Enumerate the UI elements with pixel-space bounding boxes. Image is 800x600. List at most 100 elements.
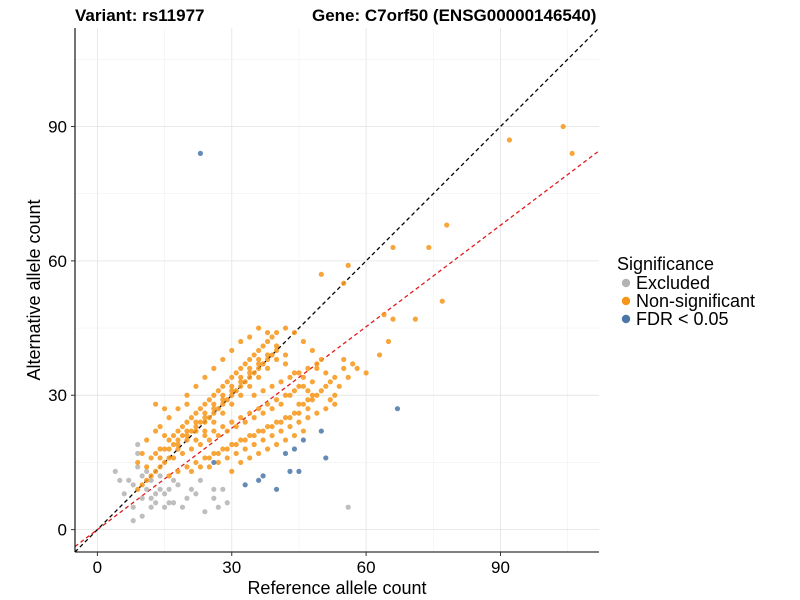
excluded-point <box>130 504 136 510</box>
fdr-0-05-point <box>296 468 302 474</box>
non-significant-point <box>282 361 289 367</box>
plot-panel <box>75 28 599 552</box>
non-significant-point <box>305 388 311 394</box>
legend-label-non-significant: Non-significant <box>636 291 755 311</box>
non-significant-point <box>282 392 289 398</box>
non-significant-point <box>256 325 262 331</box>
non-significant-point <box>229 388 235 394</box>
non-significant-point <box>251 432 257 439</box>
non-significant-point <box>296 419 302 425</box>
non-significant-point <box>247 356 253 363</box>
non-significant-point <box>139 450 145 457</box>
x-tick-label: 90 <box>491 558 510 577</box>
fdr-0-05-point <box>323 455 329 461</box>
non-significant-point <box>188 468 195 474</box>
non-significant-point <box>273 397 280 403</box>
non-significant-point <box>256 406 262 412</box>
non-significant-point <box>135 486 141 492</box>
non-significant-point <box>385 338 392 345</box>
fdr-0-05-point <box>273 486 280 492</box>
non-significant-point <box>148 473 154 479</box>
non-significant-point <box>175 406 181 412</box>
non-significant-point <box>569 150 575 157</box>
excluded-point <box>224 500 230 506</box>
excluded-point <box>144 486 150 492</box>
legend-key-non-significant <box>621 296 631 306</box>
non-significant-point <box>282 325 289 331</box>
non-significant-point <box>269 334 275 340</box>
non-significant-point <box>256 356 262 363</box>
non-significant-point <box>350 361 356 367</box>
excluded-point <box>170 500 177 506</box>
non-significant-point <box>341 365 347 371</box>
non-significant-point <box>161 406 168 412</box>
non-significant-point <box>193 428 199 434</box>
grid-layer <box>75 28 599 552</box>
non-significant-point <box>291 370 298 376</box>
non-significant-point <box>506 137 513 143</box>
non-significant-point <box>300 428 307 434</box>
non-significant-point <box>229 468 235 474</box>
non-significant-point <box>188 428 195 434</box>
non-significant-point <box>242 446 248 452</box>
non-significant-point <box>193 437 199 443</box>
non-significant-point <box>426 244 432 251</box>
non-significant-point <box>184 428 190 434</box>
non-significant-point <box>300 338 307 345</box>
non-significant-point <box>291 388 298 394</box>
non-significant-point <box>318 356 324 363</box>
non-significant-point <box>256 374 262 380</box>
non-significant-point <box>206 437 212 443</box>
non-significant-point <box>247 432 253 439</box>
non-significant-point <box>157 464 163 470</box>
non-significant-point <box>179 450 186 457</box>
excluded-point <box>130 518 136 524</box>
excluded-point <box>211 495 217 501</box>
non-significant-point <box>305 406 311 412</box>
non-significant-point <box>170 455 177 461</box>
non-significant-point <box>193 410 199 416</box>
non-significant-point <box>179 432 186 439</box>
non-significant-point <box>332 392 338 398</box>
x-axis-ticks: 0 30 60 90 <box>93 552 510 577</box>
non-significant-point <box>296 410 302 416</box>
non-significant-point <box>211 365 217 371</box>
non-significant-point <box>336 383 342 389</box>
excluded-point <box>220 486 226 492</box>
non-significant-point <box>390 316 396 322</box>
non-significant-point <box>247 370 253 376</box>
non-significant-point <box>296 401 302 407</box>
non-significant-point <box>256 450 262 457</box>
non-significant-point <box>202 374 208 380</box>
non-significant-point <box>327 397 333 403</box>
excluded-point <box>148 477 154 483</box>
non-significant-point <box>269 432 275 439</box>
non-significant-point <box>161 459 168 466</box>
excluded-point <box>166 486 172 492</box>
non-significant-point <box>332 401 338 407</box>
non-significant-point <box>220 383 226 389</box>
legend-label-fdr-0-05: FDR < 0.05 <box>636 309 729 329</box>
non-significant-point <box>184 401 190 407</box>
non-significant-point <box>220 356 226 363</box>
non-significant-point <box>390 244 396 251</box>
non-significant-point <box>242 361 248 367</box>
non-significant-point <box>251 415 257 421</box>
excluded-point <box>175 482 181 488</box>
non-significant-point <box>193 459 199 466</box>
legend: Significance ExcludedNon-significantFDR … <box>617 254 755 329</box>
excluded-point <box>166 500 172 506</box>
non-significant-point <box>314 365 320 371</box>
non-significant-point <box>211 419 217 425</box>
non-significant-point <box>314 392 320 398</box>
excluded-point <box>112 468 118 474</box>
non-significant-point <box>197 419 204 425</box>
non-significant-point <box>242 419 248 425</box>
non-significant-point <box>273 347 280 354</box>
non-significant-point <box>238 374 244 380</box>
non-significant-point <box>247 374 253 380</box>
non-significant-point <box>229 347 235 354</box>
non-significant-point <box>300 383 307 389</box>
non-significant-point <box>170 441 177 448</box>
